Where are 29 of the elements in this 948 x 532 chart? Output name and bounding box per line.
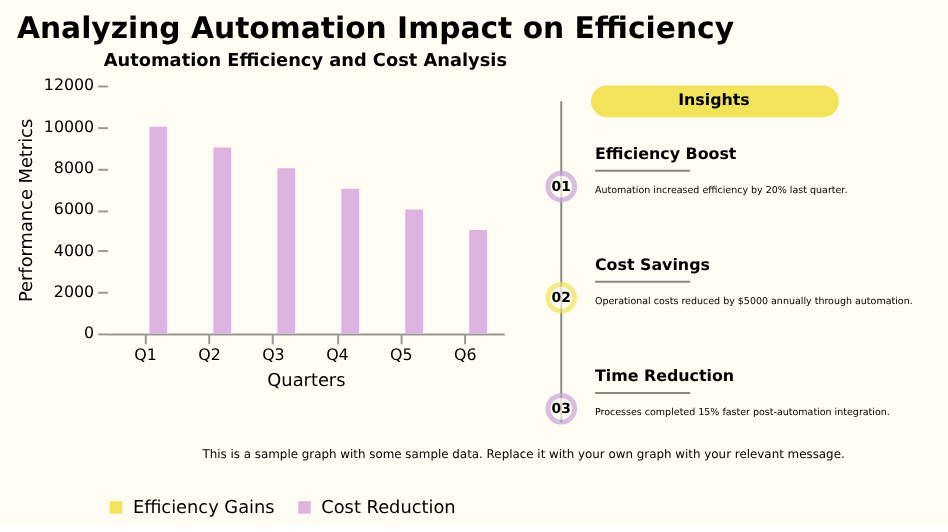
x-tick-label: Q2 bbox=[198, 346, 221, 365]
x-tick-label: Q1 bbox=[134, 346, 157, 365]
y-tick-label: 0 bbox=[84, 324, 95, 343]
legend-label: Cost Reduction bbox=[321, 499, 456, 520]
legend-label: Efficiency Gains bbox=[132, 499, 276, 520]
y-axis-title: Performance Metrics bbox=[17, 118, 38, 303]
text: Cost Savings bbox=[594, 255, 711, 274]
chart-subtitle: Automation Efficiency and Cost Analysis bbox=[103, 51, 508, 72]
bar bbox=[213, 147, 232, 334]
y-tick-label: 2000 bbox=[53, 283, 95, 302]
y-tick-label: 4000 bbox=[53, 241, 95, 260]
x-tick-label: Q6 bbox=[454, 346, 477, 365]
bar bbox=[341, 188, 360, 334]
y-tick-label: 8000 bbox=[53, 159, 95, 178]
text: Time Reduction bbox=[594, 367, 735, 385]
x-tick-label: Q5 bbox=[390, 346, 413, 365]
bar bbox=[469, 230, 488, 334]
bar bbox=[277, 168, 296, 334]
bar bbox=[405, 209, 424, 334]
x-axis-title: Quarters bbox=[267, 371, 347, 392]
x-tick-label: Q3 bbox=[262, 346, 285, 365]
y-tick-label: 10000 bbox=[43, 117, 95, 136]
chart-title: Analyzing Automation Impact on Efficiency bbox=[16, 9, 735, 46]
y-tick-label: 12000 bbox=[43, 76, 95, 95]
text: Efficiency Boost bbox=[594, 144, 737, 163]
x-tick-label: Q4 bbox=[326, 346, 349, 365]
text: Insights bbox=[678, 91, 751, 110]
bar bbox=[149, 126, 168, 334]
y-tick-label: 6000 bbox=[53, 200, 95, 219]
